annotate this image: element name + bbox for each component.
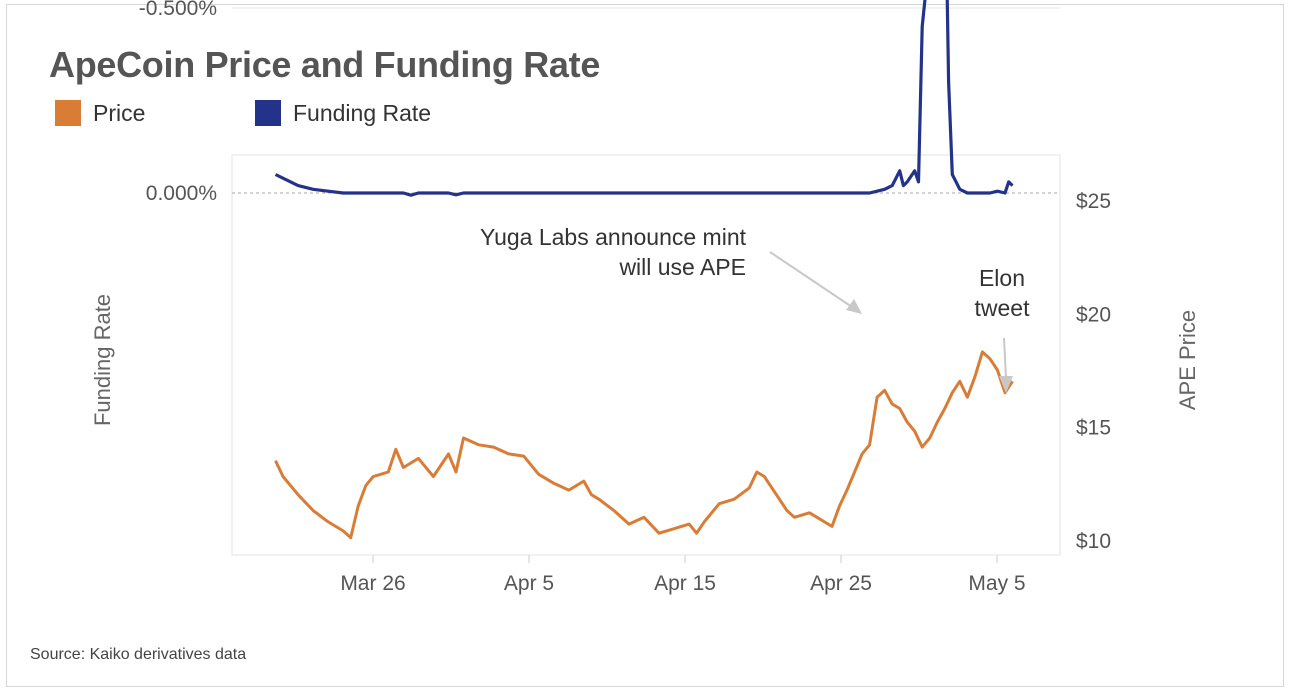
x-tick-label: May 5 [968,572,1025,595]
y-right-tick-label: $20 [1076,303,1111,326]
y-left-axis-label: Funding Rate [90,294,115,426]
annotation-yuga-labs-arrow-line [769,251,853,308]
y-right-tick-label: $15 [1076,417,1111,440]
legend-label-funding-rate: Funding Rate [293,99,432,126]
legend-label-price: Price [93,99,146,126]
y-right-tick-label: $10 [1076,530,1111,553]
annotation-yuga-labs-text: Yuga Labs announce mint [480,224,747,250]
plot-frame [231,154,1061,556]
legend-swatch-funding-rate [255,100,281,126]
annotation-elon-tweet-arrowhead [999,376,1013,393]
y-left-tick-label: 0.000% [146,182,217,205]
source-note: Source: Kaiko derivatives data [30,646,247,663]
x-tick-label: Apr 5 [504,572,554,595]
annotation-elon-tweet-text: Elon [979,265,1025,291]
annotation-yuga-labs-arrowhead [846,299,862,314]
annotation-elon-tweet-text: tweet [975,295,1031,321]
legend-item-price: Price [55,98,145,128]
chart-frame [6,4,1284,687]
annotation-elon-tweet-arrow-line [1003,337,1007,379]
x-tick-label: Apr 25 [810,572,872,595]
x-tick-label: Mar 26 [340,572,405,595]
y-right-tick-label: $25 [1076,190,1111,213]
x-tick-label: Apr 15 [654,572,716,595]
y-left-tick-label: -0.500% [139,0,217,20]
funding-rate-series-line [274,0,1014,197]
legend-swatch-price [55,100,81,126]
price-series-line [274,350,1014,540]
legend-item-funding-rate: Funding Rate [255,98,431,128]
chart-title: ApeCoin Price and Funding Rate [49,44,601,85]
y-right-axis-label: APE Price [1175,310,1200,410]
annotation-yuga-labs-text: will use APE [618,254,746,280]
